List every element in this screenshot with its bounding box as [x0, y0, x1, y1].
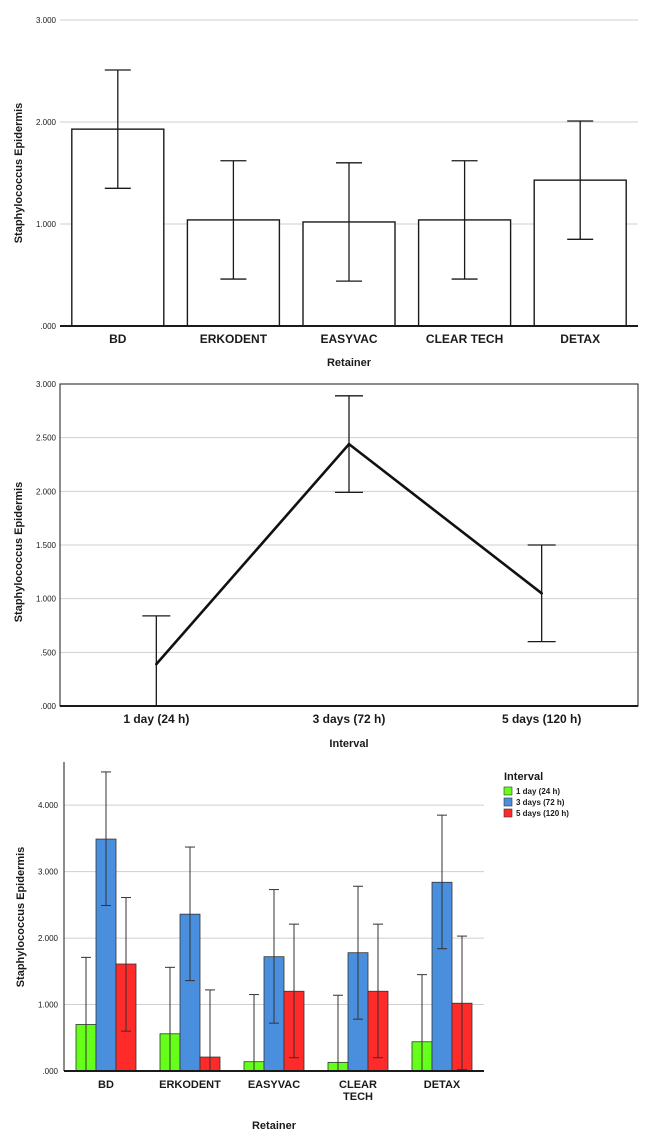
series-line	[155, 442, 543, 665]
y-tick-label: 4.000	[38, 801, 59, 810]
error-bar	[104, 69, 131, 189]
error-bar	[353, 885, 363, 1020]
error-bar	[269, 889, 279, 1024]
y-axis-title: Staphylococcus Epidermis	[15, 847, 27, 988]
legend-title: Interval	[504, 771, 543, 783]
y-tick-label: 1.000	[38, 1001, 59, 1010]
y-tick-label: 3.000	[36, 380, 57, 389]
y-tick-labels: .000 1.000 2.000 3.000 4.000	[38, 801, 59, 1076]
error-bar	[101, 771, 111, 907]
x-axis-title: Interval	[329, 738, 368, 750]
x-tick-label: 3 days (72 h)	[313, 712, 386, 726]
x-tick-label: DETAX	[424, 1079, 461, 1091]
y-tick-label: .000	[42, 1067, 58, 1076]
legend-swatch	[503, 797, 513, 807]
x-tick-label: ERKODENT	[200, 332, 268, 346]
legend-swatch	[503, 808, 513, 818]
x-tick-label: CLEAR TECH	[426, 332, 503, 346]
x-tick-label: CLEAR	[339, 1079, 377, 1091]
y-tick-label: .000	[40, 702, 56, 711]
y-tick-label: 3.000	[36, 16, 57, 25]
legend-label: 1 day (24 h)	[516, 787, 560, 796]
retainer-interval-grouped-bar-chart: .000 1.000 2.000 3.000 4.000 BD ERKODENT EASYV…	[15, 762, 569, 1132]
y-tick-labels: .000 1.000 2.000 3.000	[36, 16, 57, 331]
y-axis-title: Staphylococcus Epidermis	[13, 103, 25, 244]
error-bars	[104, 69, 594, 282]
y-tick-labels: .000 .500 1.000 1.500 2.000 2.500 3.000	[36, 380, 57, 711]
x-tick-labels: 1 day (24 h) 3 days (72 h) 5 days (120 h)	[123, 712, 581, 726]
error-bar	[185, 846, 195, 982]
y-axis-title: Staphylococcus Epidermis	[13, 482, 25, 623]
error-bar	[220, 160, 247, 280]
y-tick-label: .500	[40, 648, 56, 657]
error-bars	[142, 395, 556, 707]
x-tick-label: 5 days (120 h)	[502, 712, 581, 726]
x-tick-label: ERKODENT	[159, 1079, 221, 1091]
x-tick-labels: BD ERKODENT EASYVAC CLEAR TECH DETAX	[109, 332, 600, 346]
y-tick-label: 2.500	[36, 434, 57, 443]
error-bar	[437, 814, 447, 950]
error-bar	[567, 120, 594, 240]
y-tick-label: 1.500	[36, 541, 57, 550]
error-bar	[289, 923, 299, 1059]
y-tick-label: 2.000	[38, 934, 59, 943]
legend-label: 3 days (72 h)	[516, 798, 565, 807]
y-tick-label: 2.000	[36, 487, 57, 496]
error-bar	[121, 897, 131, 1032]
error-bar	[451, 160, 478, 280]
error-bar	[457, 935, 467, 1071]
y-tick-label: 3.000	[38, 868, 59, 877]
x-tick-label: 1 day (24 h)	[123, 712, 189, 726]
x-tick-label: DETAX	[560, 332, 600, 346]
error-bar	[142, 615, 171, 707]
x-tick-label: BD	[109, 332, 127, 346]
legend-label: 5 days (120 h)	[516, 809, 569, 818]
y-tick-label: 1.000	[36, 595, 57, 604]
retainer-bar-chart: .000 1.000 2.000 3.000 BD ERKODENT EASYVAC CLE…	[13, 16, 638, 369]
x-tick-label: TECH	[343, 1091, 373, 1103]
x-tick-label: EASYVAC	[248, 1079, 300, 1091]
x-tick-label: EASYVAC	[320, 332, 377, 346]
y-tick-label: 2.000	[36, 118, 57, 127]
error-bar	[333, 994, 343, 1072]
error-bar	[373, 923, 383, 1059]
y-tick-label: .000	[40, 322, 56, 331]
x-axis-title: Retainer	[252, 1120, 297, 1132]
x-axis-title: Retainer	[327, 357, 372, 369]
legend: Interval 1 day (24 h) 3 days (72 h) 5 days…	[503, 771, 569, 818]
x-tick-label: BD	[98, 1079, 114, 1091]
legend-swatch	[503, 786, 513, 796]
error-bar	[336, 162, 362, 282]
y-tick-label: 1.000	[36, 220, 57, 229]
error-bar	[249, 994, 259, 1072]
interval-line-chart: .000 .500 1.000 1.500 2.000 2.500 3.000 1 day …	[13, 380, 639, 750]
